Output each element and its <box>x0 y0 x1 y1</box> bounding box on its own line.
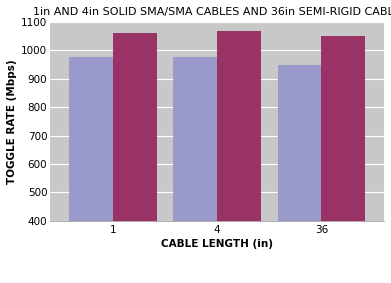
Bar <box>278 65 321 283</box>
Bar <box>113 33 156 283</box>
Y-axis label: TOGGLE RATE (Mbps): TOGGLE RATE (Mbps) <box>7 59 17 184</box>
Bar <box>69 57 113 283</box>
X-axis label: CABLE LENGTH (in): CABLE LENGTH (in) <box>161 239 273 249</box>
Bar <box>173 57 217 283</box>
Bar <box>321 36 365 283</box>
Title: 1in AND 4in SOLID SMA/SMA CABLES AND 36in SEMI-RIGID CABLE: 1in AND 4in SOLID SMA/SMA CABLES AND 36i… <box>33 7 391 17</box>
Bar <box>217 31 261 283</box>
